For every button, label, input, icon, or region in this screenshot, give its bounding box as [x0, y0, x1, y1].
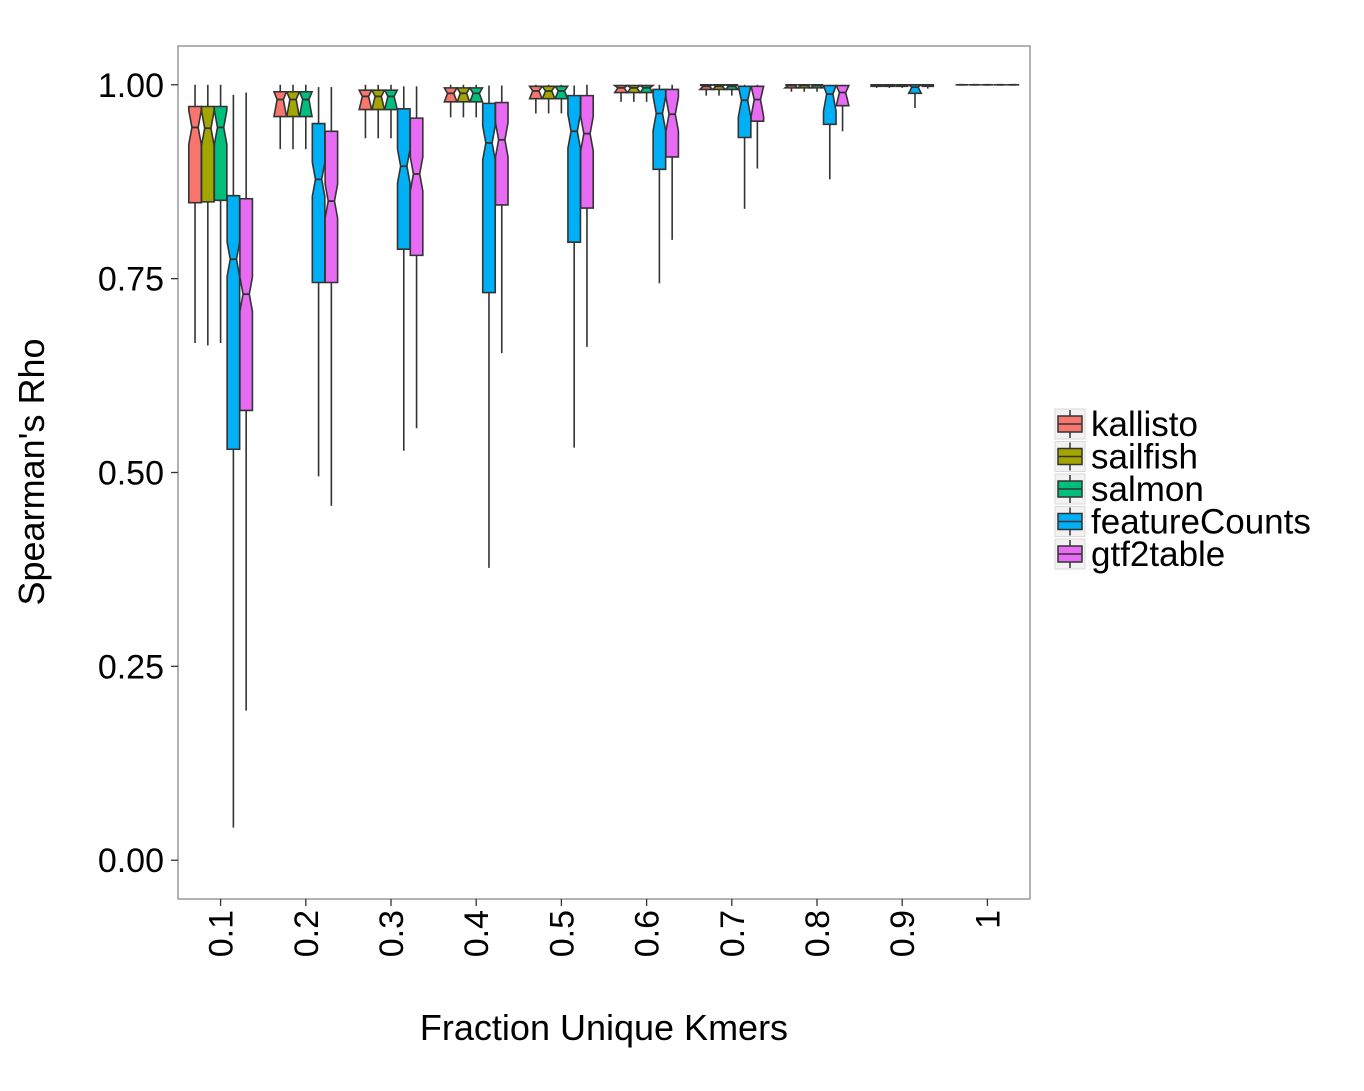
series-salmon	[213, 83, 994, 343]
box-gtf2table-1	[1006, 83, 1020, 86]
box-body	[383, 89, 399, 111]
legend-item-sailfish: sailfish	[1054, 438, 1198, 477]
box-body	[822, 84, 838, 126]
box-gtf2table-0.5	[579, 84, 595, 347]
x-axis: 0.1 0.2 0.3 0.4 0.5 0.6 0.7 0.8 0.9 1	[203, 899, 1007, 957]
box-body	[481, 102, 497, 294]
box-body	[579, 94, 595, 209]
legend-item-featureCounts: featureCounts	[1054, 503, 1311, 542]
box-kallisto-1	[955, 83, 969, 86]
legend-label: salmon	[1091, 470, 1204, 509]
box-salmon-0.2	[298, 84, 314, 150]
box-body	[187, 105, 203, 204]
box-sailfish-1	[968, 83, 981, 86]
legend-item-gtf2table: gtf2table	[1054, 535, 1225, 574]
y-tick-label: 0.25	[98, 648, 164, 686]
box-body	[311, 122, 326, 284]
box-body	[612, 84, 630, 94]
x-tick-label: 0.7	[714, 910, 752, 957]
box-gtf2table-0.4	[494, 85, 509, 354]
box-gtf2table-0.3	[409, 86, 424, 429]
box-featureCounts-0.4	[481, 85, 497, 568]
legend: kallistosailfishsalmonfeatureCountsgtf2t…	[1054, 405, 1311, 574]
legend-label: sailfish	[1091, 438, 1198, 477]
x-tick-label: 0.8	[799, 910, 837, 957]
boxes-layer	[187, 83, 1020, 828]
box-body	[528, 85, 544, 100]
box-gtf2table-0.2	[324, 87, 339, 506]
legend-label: gtf2table	[1091, 535, 1225, 574]
box-gtf2table-0.6	[665, 84, 680, 240]
x-tick-label: 0.4	[458, 910, 496, 957]
box-body	[357, 89, 374, 111]
box-body	[285, 90, 301, 118]
box-body	[553, 85, 570, 100]
box-body	[396, 108, 411, 250]
box-sailfish-0.9	[882, 83, 896, 88]
y-tick-label: 0.75	[98, 261, 164, 299]
box-body	[213, 105, 228, 202]
box-gtf2table-0.8	[835, 84, 851, 132]
box-salmon-0.4	[468, 84, 484, 118]
x-tick-label: 0.1	[203, 910, 241, 957]
x-tick-label: 0.6	[629, 910, 667, 957]
series-gtf2table	[239, 83, 1020, 711]
legend-label: kallisto	[1091, 405, 1198, 444]
y-tick-label: 0.00	[98, 842, 164, 880]
legend-label: featureCounts	[1091, 503, 1311, 542]
box-body	[637, 84, 656, 94]
box-body	[737, 85, 752, 139]
box-featureCounts-0.1	[226, 94, 241, 828]
box-body	[455, 87, 472, 103]
box-body	[494, 101, 509, 206]
y-axis: 0.00 0.25 0.50 0.75 1.00	[98, 67, 178, 880]
x-tick-label: 1	[969, 910, 1007, 929]
x-tick-label: 0.3	[373, 910, 411, 957]
series-kallisto	[187, 83, 969, 343]
box-body	[226, 194, 241, 451]
box-kallisto-0.9	[870, 83, 884, 88]
plot-panel	[177, 45, 1031, 900]
box-body	[567, 94, 582, 243]
box-body	[835, 84, 851, 107]
box-body	[442, 87, 459, 103]
box-gtf2table-0.1	[239, 92, 254, 711]
box-featureCounts-0.8	[822, 84, 838, 180]
box-salmon-0.7	[723, 83, 741, 96]
box-body	[468, 87, 484, 103]
box-body	[200, 105, 215, 203]
x-tick-label: 0.9	[884, 910, 922, 957]
box-body	[272, 90, 288, 118]
box-body	[298, 90, 314, 118]
box-body	[239, 197, 254, 412]
box-body	[652, 88, 667, 171]
box-body	[750, 85, 765, 123]
box-featureCounts-1	[993, 83, 1007, 86]
box-body	[665, 88, 680, 158]
legend-item-salmon: salmon	[1054, 470, 1204, 509]
box-body	[324, 130, 339, 284]
box-salmon-1	[981, 83, 994, 86]
x-axis-title: Fraction Unique Kmers	[420, 1007, 788, 1048]
box-body	[906, 83, 924, 95]
legend-item-kallisto: kallisto	[1054, 405, 1198, 444]
box-body	[409, 117, 424, 257]
box-featureCounts-0.9	[906, 83, 924, 109]
x-tick-label: 0.2	[288, 910, 326, 957]
box-featureCounts-0.7	[737, 84, 752, 209]
box-body	[540, 85, 557, 100]
box-gtf2table-0.9	[921, 83, 935, 89]
box-gtf2table-0.7	[750, 84, 765, 169]
box-body	[625, 84, 643, 94]
y-axis-title: Spearman's Rho	[11, 338, 52, 605]
y-tick-label: 1.00	[98, 67, 164, 105]
y-tick-label: 0.50	[98, 455, 164, 493]
box-body	[370, 89, 386, 111]
x-tick-label: 0.5	[543, 910, 581, 957]
